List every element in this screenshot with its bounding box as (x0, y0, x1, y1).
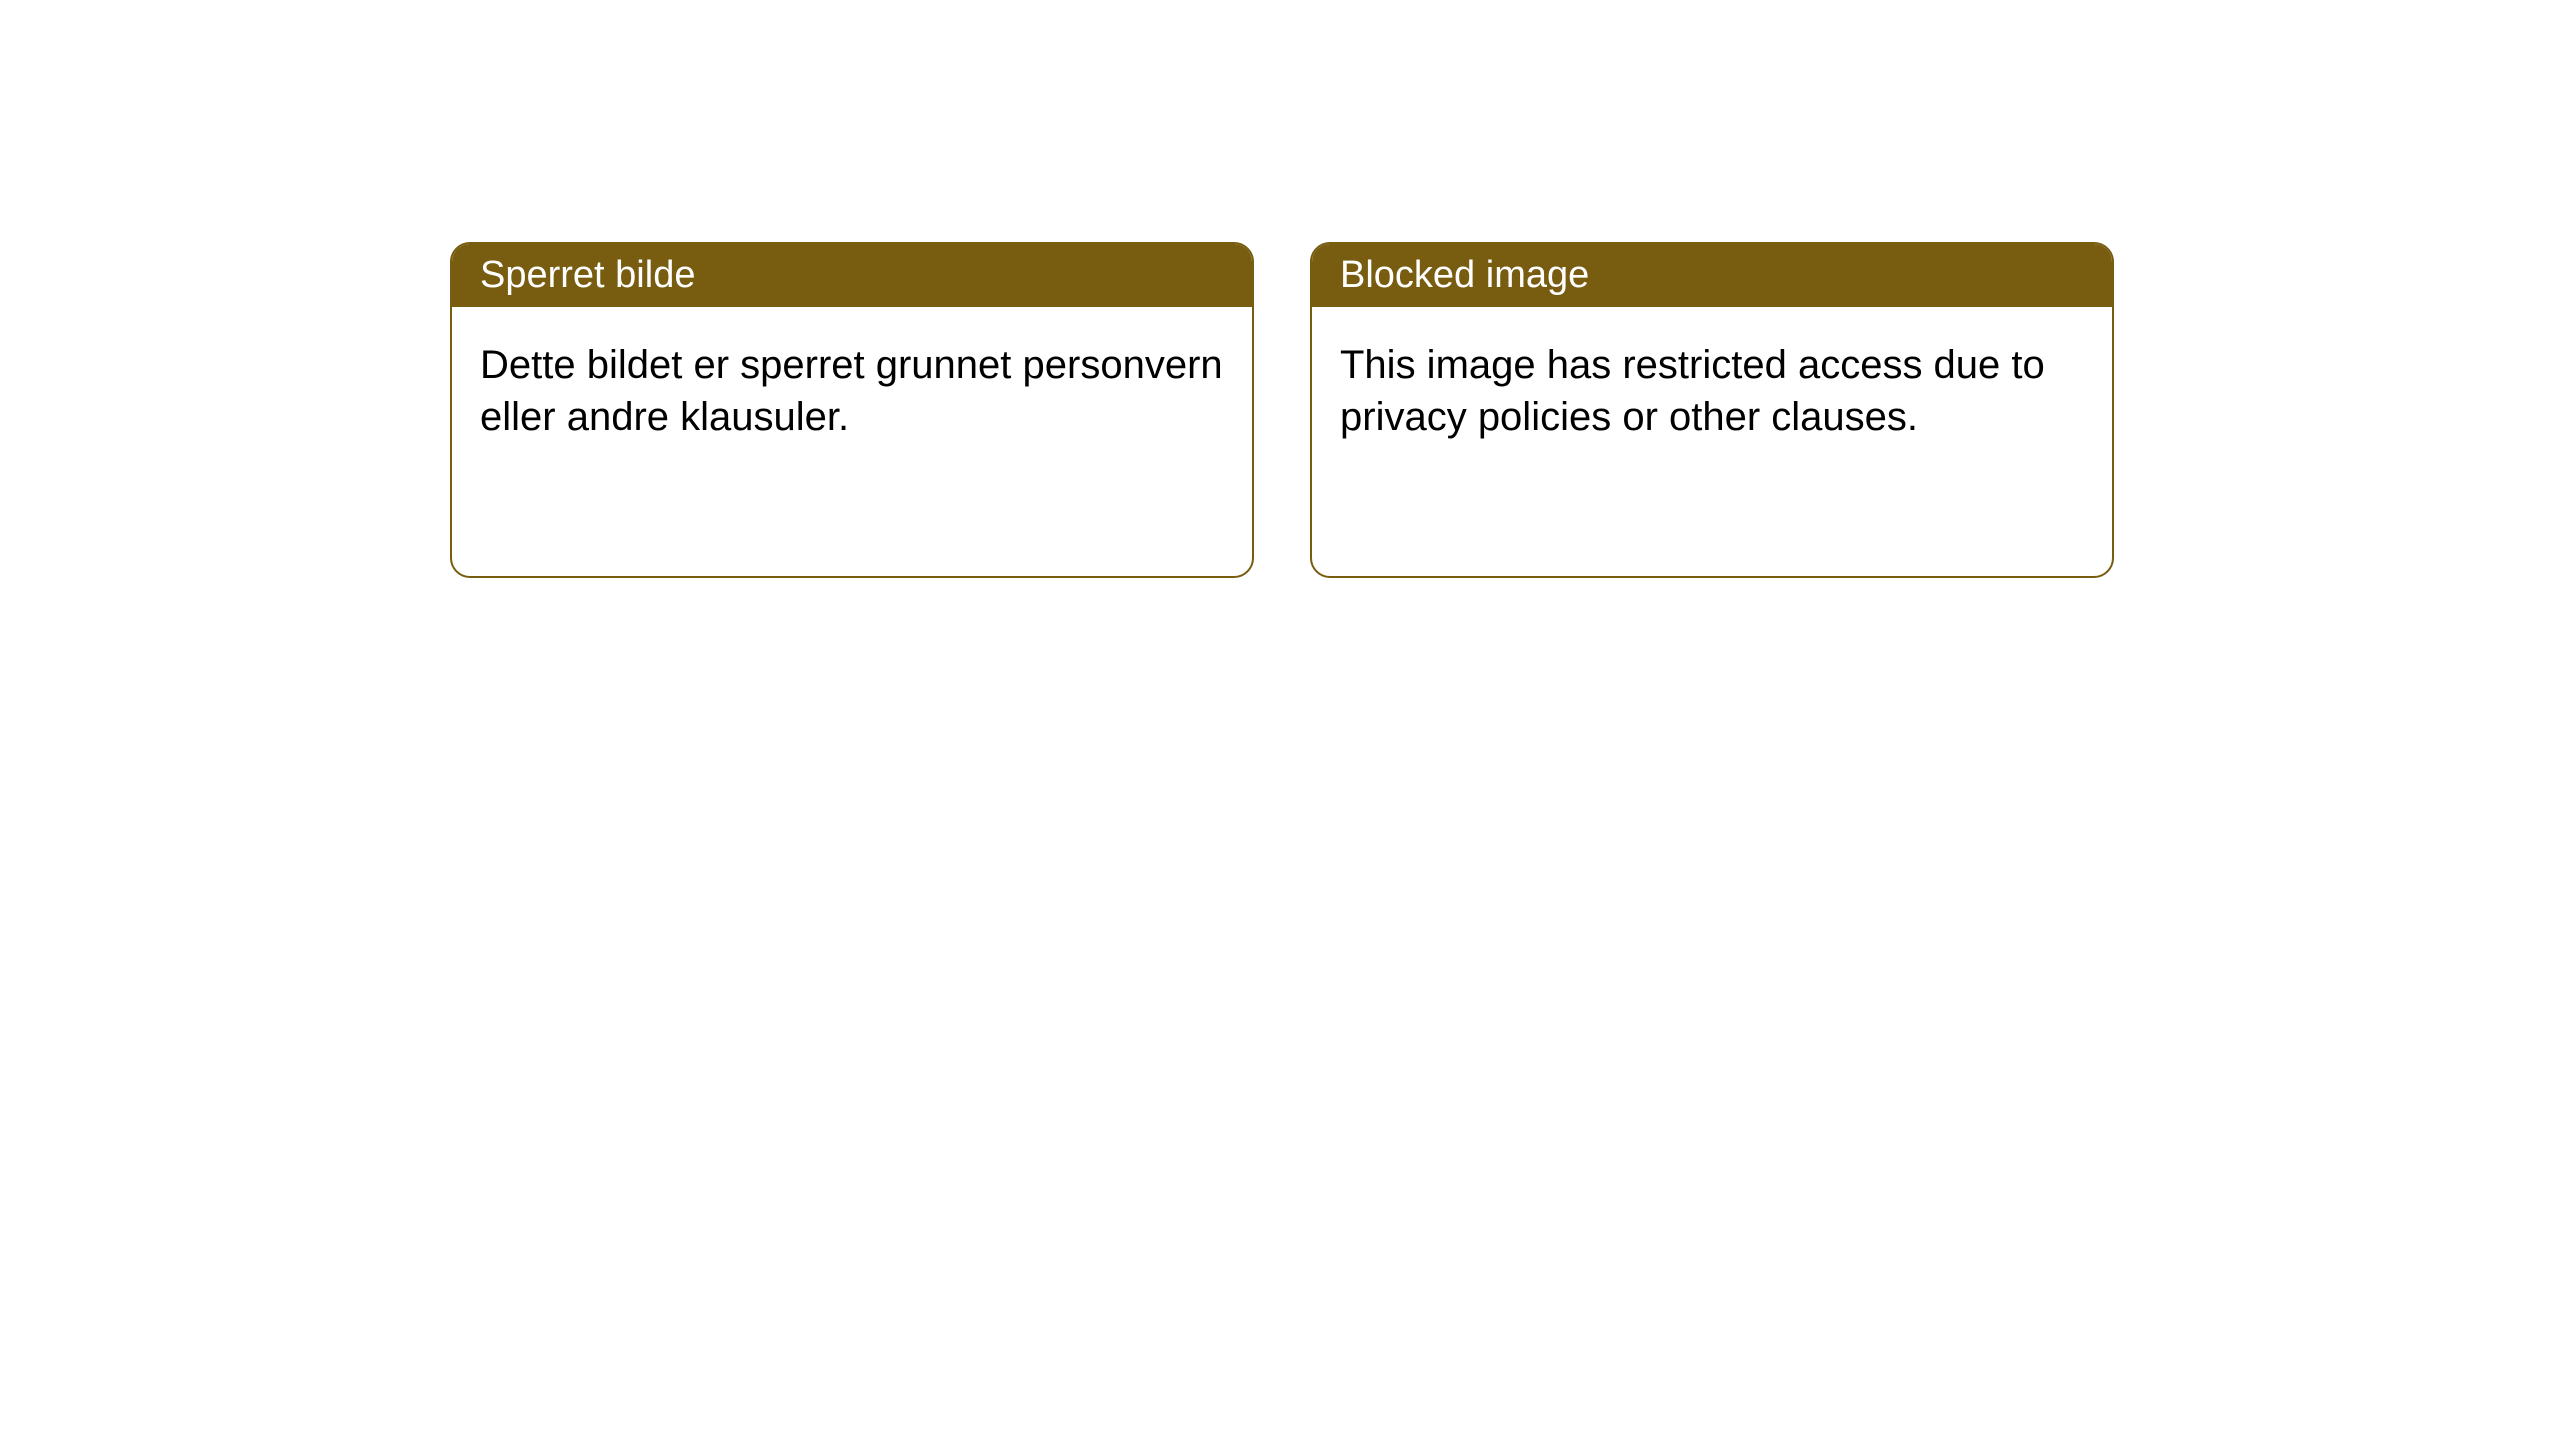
card-body-norwegian: Dette bildet er sperret grunnet personve… (452, 307, 1252, 475)
card-body-english: This image has restricted access due to … (1312, 307, 2112, 475)
card-title: Sperret bilde (480, 254, 695, 296)
card-header-english: Blocked image (1312, 244, 2112, 307)
card-body-text: Dette bildet er sperret grunnet personve… (480, 343, 1223, 439)
notice-card-norwegian: Sperret bilde Dette bildet er sperret gr… (450, 242, 1254, 578)
card-header-norwegian: Sperret bilde (452, 244, 1252, 307)
notice-cards-container: Sperret bilde Dette bildet er sperret gr… (450, 242, 2114, 578)
notice-card-english: Blocked image This image has restricted … (1310, 242, 2114, 578)
card-title: Blocked image (1340, 254, 1589, 296)
card-body-text: This image has restricted access due to … (1340, 343, 2045, 439)
